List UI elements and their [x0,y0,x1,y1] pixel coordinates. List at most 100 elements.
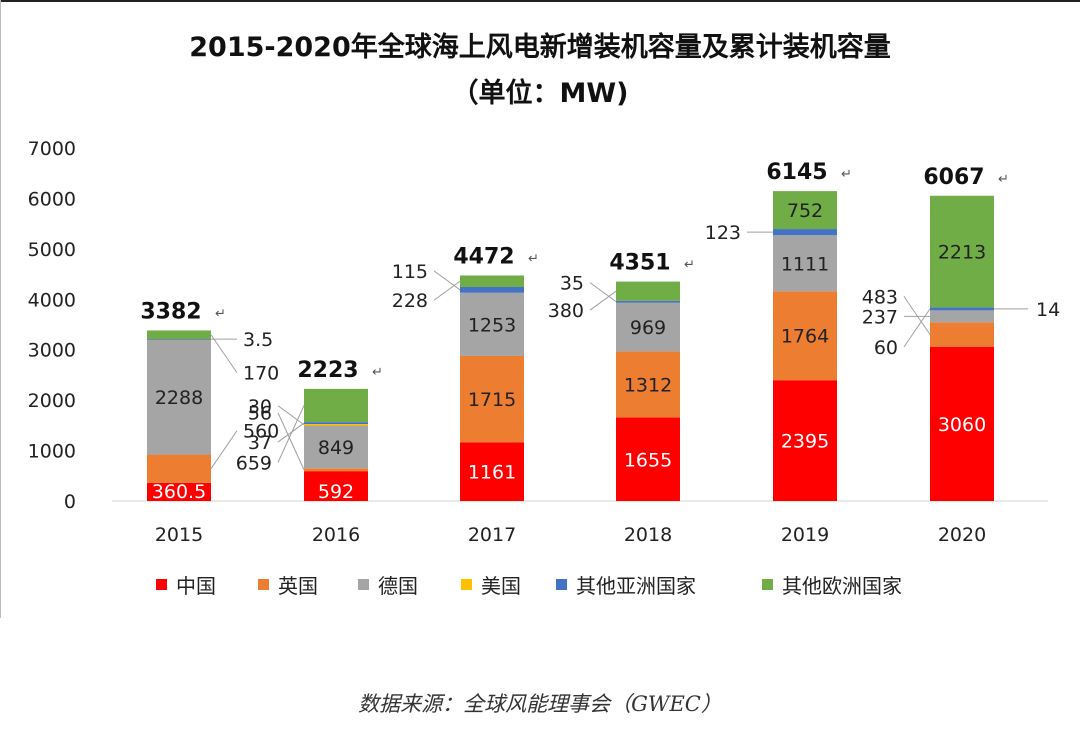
top-border [0,0,1080,2]
bar-segment [773,291,837,381]
bar-segment [930,307,994,311]
x-tick-label: 2015 [155,524,203,546]
data-label: 2288 [155,387,203,409]
data-label: 237 [862,306,898,328]
source-note: 数据来源：全球风能理事会（GWEC） [358,692,722,716]
data-label: 14 [1036,299,1060,321]
data-label: 37 [248,432,272,454]
bar-segment [773,380,837,501]
stacked-bar-chart: 2015-2020年全球海上风电新增装机容量及累计装机容量 （单位：MW) 0 1… [28,31,1061,598]
y-tick-label: 0 [64,491,76,513]
bar-segment [616,302,680,352]
bar-segment [304,471,368,501]
data-label: 969 [630,317,666,339]
return-mark: ↵ [998,172,1009,187]
bar-segment [930,195,994,308]
label-leader-line [903,296,931,335]
bar-segment [304,388,368,423]
bar-segment [616,281,680,301]
x-tick-label: 2016 [312,524,360,546]
total-label: 4472 [453,244,514,269]
data-label: 1655 [624,449,672,471]
bar-segment [147,339,211,340]
bar-segment [930,322,994,347]
data-label: 56 [248,403,272,425]
legend-swatch [762,579,773,590]
return-mark: ↵ [841,167,852,182]
legend-label: 中国 [176,574,216,598]
y-tick-label: 6000 [28,188,76,210]
total-label: 2223 [297,358,358,383]
left-border [0,0,1,618]
return-mark: ↵ [684,258,695,273]
legend-label: 美国 [481,574,521,598]
legend-label: 其他欧洲国家 [782,574,902,598]
bar-segment [304,425,368,469]
return-mark: ↵ [372,365,383,380]
y-axis: 0 1000 2000 3000 4000 5000 6000 7000 [28,138,76,513]
bar-segment [460,292,524,356]
label-leader-line [433,270,461,291]
data-label: 228 [392,290,428,312]
data-label: 1161 [468,462,516,484]
data-label: 2395 [781,431,829,453]
y-tick-label: 3000 [28,340,76,362]
data-label: 3.5 [243,329,273,351]
data-label: 1111 [781,253,829,275]
data-label: 1253 [468,314,516,336]
bar-segment [147,330,211,340]
total-label: 6145 [766,160,827,185]
bar-segment [460,286,524,293]
x-tick-label: 2017 [468,524,516,546]
bar-segment [930,346,994,501]
total-labels: 3382 ↵ 2223 ↵ 4472 ↵ 4351 ↵ 6145 ↵ 6067 ↵ [140,160,1009,383]
data-label: 560 [243,421,279,443]
data-labels: 360.5 2288 592 849 1161 1715 1253 1655 1312 969 23… [152,200,1060,503]
legend-swatch [358,579,369,590]
bar-segment [460,355,524,443]
bar-segment [304,423,368,426]
label-leader-line [277,412,305,470]
data-label: 380 [548,300,584,322]
data-label: 752 [787,200,823,222]
label-leader-line [589,282,617,303]
bar-segment [460,442,524,501]
data-label: 115 [392,261,428,283]
legend-label: 其他亚洲国家 [576,574,696,598]
bar-segment [773,229,837,236]
bar-segment [773,191,837,230]
bar-segment [147,482,211,501]
bar-segment [773,235,837,292]
bar-segment [147,454,211,483]
data-label: 123 [705,222,741,244]
y-tick-label: 5000 [28,239,76,261]
legend-swatch [461,579,472,590]
data-label: 30 [248,396,272,418]
label-leader-line [210,430,238,469]
data-label: 360.5 [152,481,206,503]
return-mark: ↵ [215,306,226,321]
legend-label: 德国 [378,574,418,598]
y-tick-label: 2000 [28,390,76,412]
label-leader-line [433,280,461,301]
data-label: 170 [243,363,279,385]
x-tick-label: 2019 [781,524,829,546]
data-label: 592 [318,481,354,503]
y-tick-label: 7000 [28,138,76,160]
label-leader-line [277,405,305,463]
bar-segment [930,310,994,323]
legend-swatch [556,579,567,590]
data-label: 60 [874,337,898,359]
label-leader-line [277,405,305,426]
bar-segment [147,339,211,455]
legend-swatch [156,579,167,590]
chart-title: 2015-2020年全球海上风电新增装机容量及累计装机容量 [189,31,891,63]
bar-segment [616,351,680,418]
data-label: 2213 [938,242,986,264]
label-leader-line [903,308,931,348]
legend-label: 英国 [278,574,318,598]
total-label: 6067 [923,165,984,190]
label-leader-line [210,334,238,374]
return-mark: ↵ [528,251,539,266]
y-tick-label: 4000 [28,289,76,311]
